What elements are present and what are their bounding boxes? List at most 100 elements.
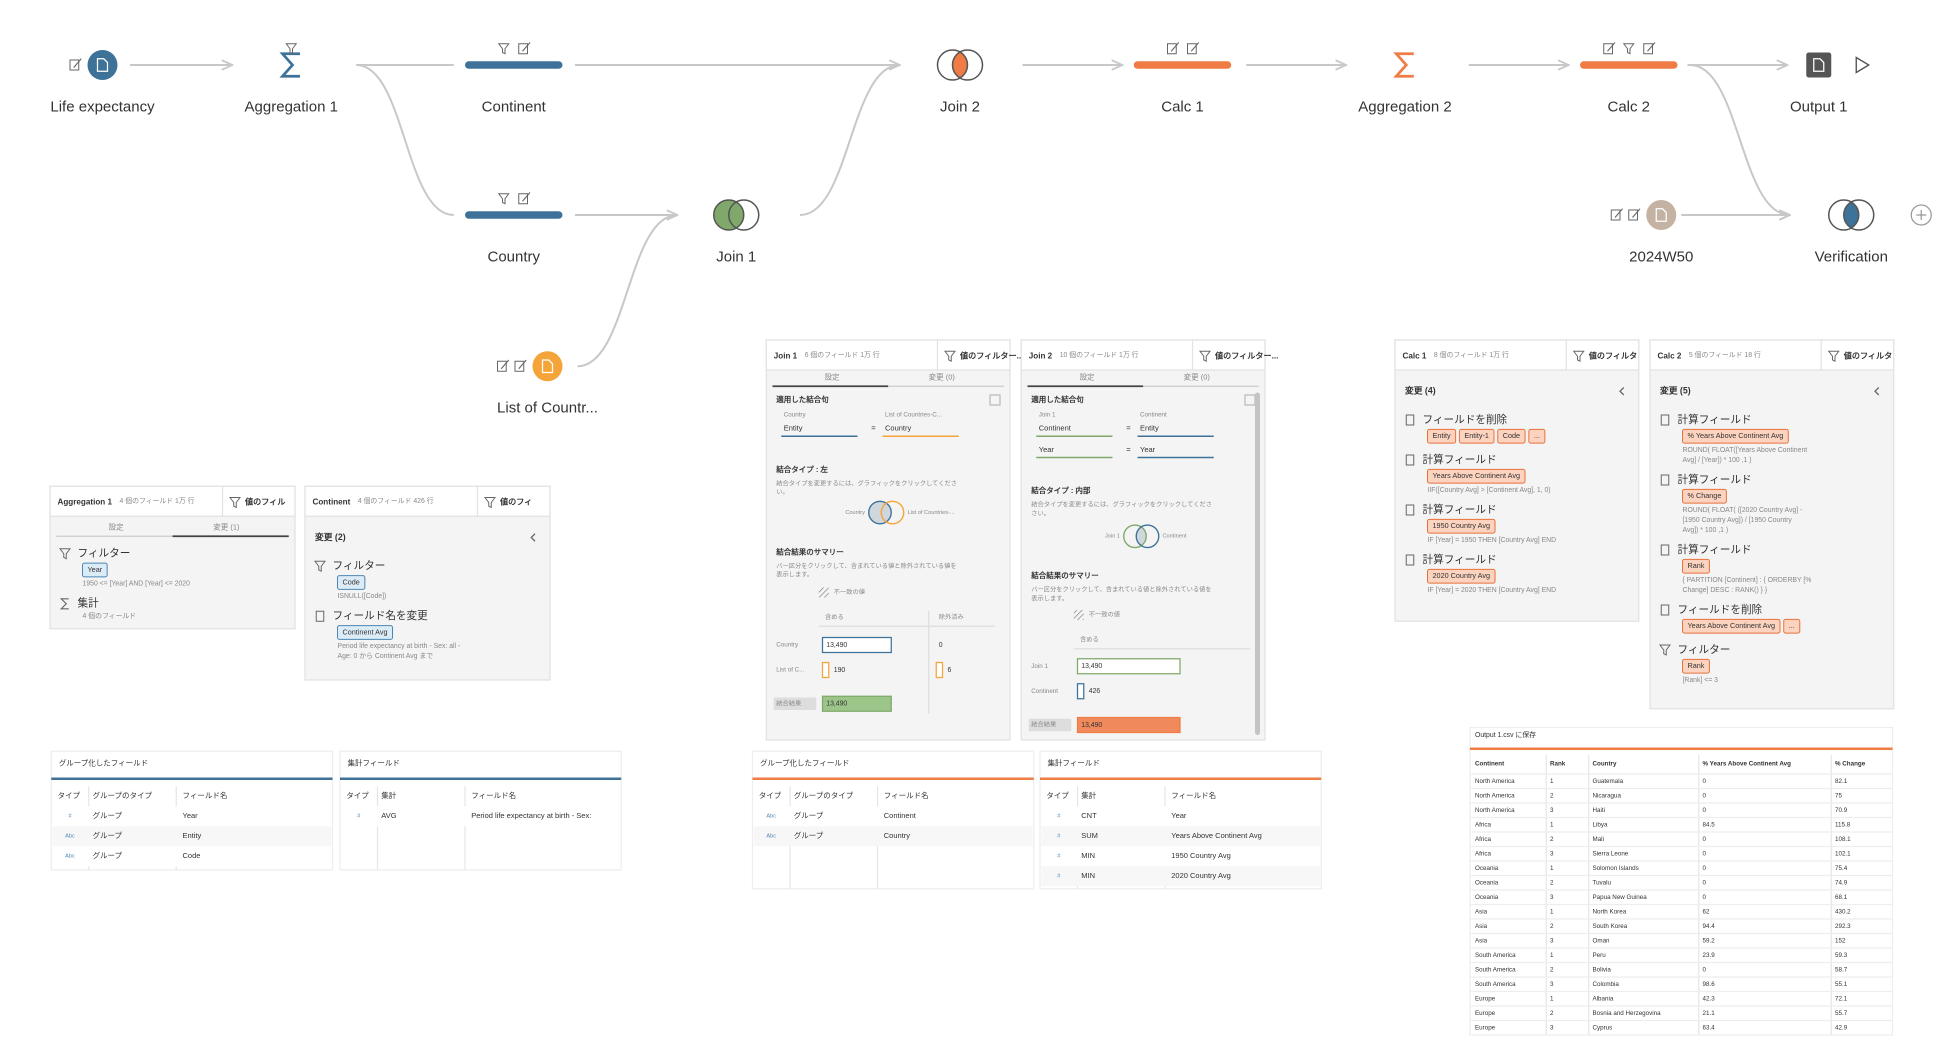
panel-title: Aggregation 1 <box>58 498 113 507</box>
output-cell: 1 <box>1550 778 1554 785</box>
input-node[interactable] <box>532 351 563 382</box>
output-cell: North Korea <box>1593 908 1627 915</box>
field-chip-box <box>1682 428 1789 444</box>
edit-icon <box>1610 209 1621 221</box>
output-cell: 74.9 <box>1835 879 1848 886</box>
clean-node[interactable] <box>465 61 563 69</box>
output-cell: Africa <box>1475 850 1492 857</box>
summary-row-label: Country <box>776 642 799 649</box>
edit-icon <box>518 43 528 55</box>
output-cell: 84.5 <box>1703 821 1716 828</box>
input-node[interactable] <box>87 50 118 80</box>
filter-icon <box>497 193 510 205</box>
output-node[interactable] <box>1806 52 1832 78</box>
clean-node[interactable] <box>1580 61 1678 69</box>
table-cell: Period life expectancy at birth - Sex: <box>471 811 591 820</box>
table-cell: AVG <box>381 811 396 820</box>
result-label-bg <box>773 697 817 710</box>
panel-meta: 5 個のフィールド 18 行 <box>1689 350 1761 359</box>
change-detail: Change] DESC : RANK() } } <box>1683 587 1768 594</box>
output-cell: Colombia <box>1593 981 1620 988</box>
output-cell: Sierra Leone <box>1593 850 1629 857</box>
collapse-icon <box>1619 387 1625 396</box>
type-icon: # <box>68 814 72 820</box>
edit-icon <box>1632 208 1641 218</box>
join-node[interactable] <box>1828 199 1875 231</box>
result-label-bg <box>1028 718 1072 732</box>
run-button[interactable] <box>1855 56 1871 74</box>
change-heading: フィルター <box>1678 644 1731 656</box>
venn-inner[interactable] <box>1136 526 1147 546</box>
clean-node[interactable] <box>1133 61 1232 69</box>
output-cell: 42.3 <box>1703 995 1716 1002</box>
output-cell: 1 <box>1550 865 1554 872</box>
summary-bar[interactable] <box>1076 716 1181 734</box>
table-row <box>1041 846 1320 867</box>
table-column: タイプ <box>759 791 782 800</box>
table-column: タイプ <box>1046 791 1069 800</box>
output-cell: Guatemala <box>1593 778 1624 785</box>
output-cell: Mali <box>1593 836 1604 843</box>
join-node[interactable] <box>936 49 984 81</box>
summary-bar[interactable] <box>1076 683 1085 700</box>
field-chip-box <box>82 562 108 578</box>
panel-meta: 4 個のフィールド 426 行 <box>358 496 434 505</box>
join-type-desc: い。 <box>776 488 789 496</box>
output-cell: 292.3 <box>1835 923 1851 930</box>
summary-desc: バー区分をクリックして、含まれている値と除外されている値を <box>776 561 956 570</box>
doc-icon <box>541 359 554 374</box>
input-node[interactable] <box>1646 200 1677 230</box>
changes-heading: 変更 (5) <box>1660 385 1691 396</box>
output-cell: Solomon Islands <box>1593 865 1639 872</box>
panel-header <box>1020 339 1266 371</box>
summary-bar[interactable] <box>935 661 944 679</box>
doc-icon <box>96 58 109 72</box>
table-column: フィールド名 <box>884 790 929 800</box>
edit-icon <box>1647 42 1656 52</box>
summary-count: 6 <box>948 667 952 674</box>
join-node[interactable] <box>713 199 760 231</box>
output-cell: 59.2 <box>1703 937 1716 944</box>
output-cell: 2 <box>1550 836 1554 843</box>
legend-swatch <box>818 587 829 598</box>
table-cell: グループ <box>93 850 123 860</box>
type-icon: Abc <box>65 834 75 840</box>
filter-icon <box>497 43 510 55</box>
table-row <box>1041 866 1320 887</box>
change-detail: { PARTITION [Continent] : { ORDERBY [% <box>1683 577 1812 584</box>
edit-icon <box>1170 42 1180 52</box>
summary-bar[interactable] <box>821 695 892 712</box>
output-cell: North America <box>1475 792 1515 799</box>
edit-icon <box>518 193 528 205</box>
summary-heading: 結合結果のサマリー <box>1030 570 1099 580</box>
output-cell: Peru <box>1593 952 1607 959</box>
output-cell: 3 <box>1550 850 1554 857</box>
add-step-plus <box>1916 210 1927 220</box>
field-chip-box <box>1528 428 1546 444</box>
output-cell: 0 <box>1703 966 1707 973</box>
add-clause[interactable] <box>989 394 1001 406</box>
table-column: 集計 <box>381 790 396 800</box>
field-chip-box <box>1427 468 1526 484</box>
venn-left[interactable] <box>868 501 892 524</box>
change-heading: 計算フィールド <box>1423 553 1497 566</box>
clean-node[interactable] <box>465 211 563 219</box>
aggregate-node[interactable] <box>1393 52 1414 78</box>
summary-bar[interactable] <box>1076 658 1181 675</box>
add-step[interactable] <box>1910 204 1932 226</box>
panel-title: Join 1 <box>774 351 798 360</box>
value-filter: 値のフィル <box>244 497 285 507</box>
output-cell: South America <box>1475 966 1516 973</box>
aggregate-node[interactable] <box>279 52 301 78</box>
venn-inner <box>952 52 968 78</box>
summary-bar[interactable] <box>821 636 892 654</box>
type-icon: # <box>1057 854 1061 860</box>
summary-bar[interactable] <box>821 661 830 679</box>
output-cell: 58.7 <box>1835 966 1848 973</box>
output-cell: 63.4 <box>1703 1024 1716 1031</box>
change-detail: Period life expectancy at birth - Sex: a… <box>338 643 461 650</box>
field-chip: Rank <box>1688 561 1705 570</box>
output-column: Country <box>1593 760 1617 767</box>
output-cell: 0 <box>1703 850 1707 857</box>
output-cell: 152 <box>1835 937 1846 944</box>
